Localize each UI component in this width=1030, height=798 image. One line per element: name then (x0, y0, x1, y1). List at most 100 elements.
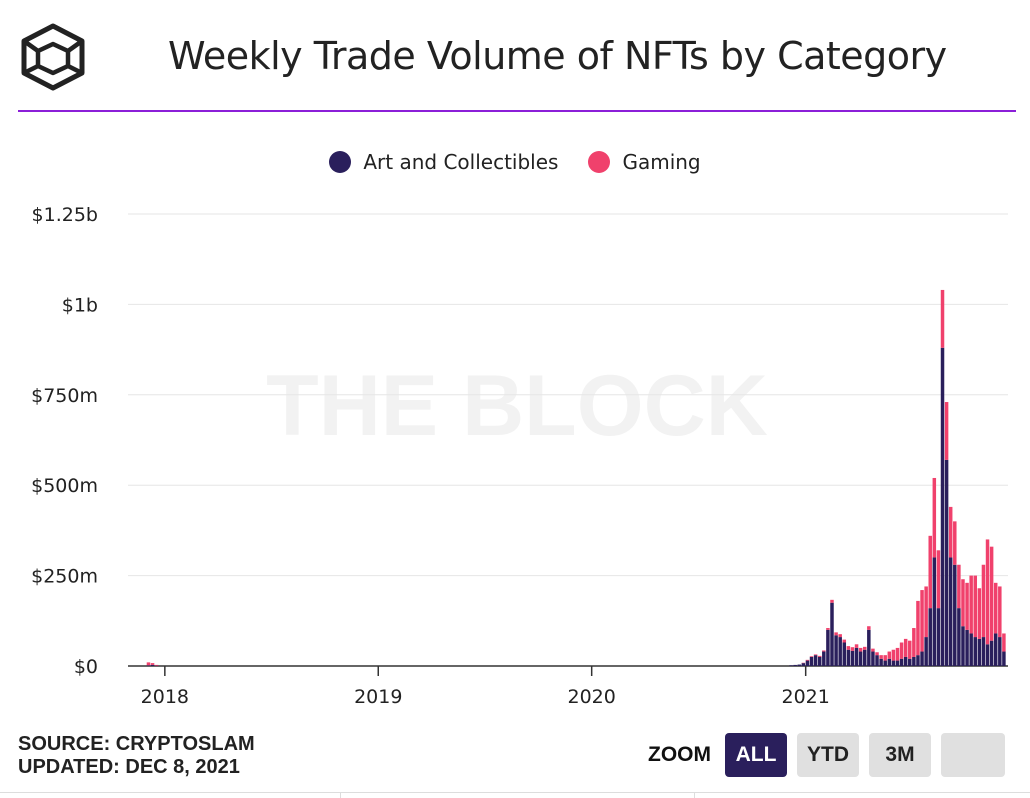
bar-art-and-collectibles[interactable] (944, 459, 949, 666)
bar-art-and-collectibles[interactable] (826, 629, 830, 666)
bar-art-and-collectibles[interactable] (805, 660, 810, 666)
bar-gaming[interactable] (993, 582, 998, 634)
bar-art-and-collectibles[interactable] (789, 665, 793, 666)
bar-art-and-collectibles[interactable] (150, 664, 155, 666)
bar-gaming[interactable] (150, 663, 155, 665)
bar-gaming[interactable] (961, 579, 965, 627)
bar-art-and-collectibles[interactable] (863, 649, 867, 666)
bar-gaming[interactable] (903, 638, 908, 657)
bar-art-and-collectibles[interactable] (854, 647, 859, 666)
bar-art-and-collectibles[interactable] (912, 656, 916, 666)
bar-gaming[interactable] (953, 521, 957, 565)
bar-gaming[interactable] (805, 659, 810, 661)
bar-gaming[interactable] (887, 651, 892, 659)
zoom-ytd-button[interactable]: YTD (797, 733, 859, 777)
bar-art-and-collectibles[interactable] (830, 602, 834, 666)
bar-art-and-collectibles[interactable] (981, 637, 986, 666)
legend-item-gaming[interactable]: Gaming (588, 150, 701, 174)
bar-gaming[interactable] (969, 575, 973, 634)
bar-art-and-collectibles[interactable] (867, 629, 871, 666)
bar-gaming[interactable] (854, 644, 859, 648)
bar-gaming[interactable] (1002, 633, 1006, 652)
bar-art-and-collectibles[interactable] (834, 635, 838, 666)
zoom-all-button[interactable]: ALL (725, 733, 787, 777)
bar-gaming[interactable] (822, 650, 826, 652)
bar-art-and-collectibles[interactable] (842, 642, 847, 667)
bar-art-and-collectibles[interactable] (846, 649, 851, 666)
bar-art-and-collectibles[interactable] (813, 655, 818, 666)
bar-gaming[interactable] (809, 656, 814, 657)
bar-gaming[interactable] (871, 648, 875, 652)
bar-gaming[interactable] (817, 655, 822, 657)
bar-gaming[interactable] (957, 564, 961, 609)
bar-art-and-collectibles[interactable] (908, 658, 912, 666)
bar-art-and-collectibles[interactable] (822, 651, 826, 666)
bar-gaming[interactable] (850, 647, 855, 651)
bar-gaming[interactable] (998, 586, 1002, 638)
bar-gaming[interactable] (858, 647, 863, 652)
bar-gaming[interactable] (830, 599, 834, 603)
bar-gaming[interactable] (920, 590, 924, 652)
bar-art-and-collectibles[interactable] (957, 608, 961, 666)
bar-art-and-collectibles[interactable] (891, 660, 896, 666)
bar-art-and-collectibles[interactable] (993, 633, 998, 666)
bar-art-and-collectibles[interactable] (961, 626, 965, 666)
zoom-3m-button[interactable]: 3M (869, 733, 931, 777)
bar-gaming[interactable] (863, 646, 867, 650)
bar-gaming[interactable] (146, 662, 151, 666)
bar-art-and-collectibles[interactable] (858, 651, 863, 666)
bar-gaming[interactable] (981, 564, 986, 638)
zoom-blank-button[interactable] (941, 733, 1005, 777)
bar-gaming[interactable] (912, 628, 916, 657)
bar-art-and-collectibles[interactable] (932, 557, 937, 666)
bar-art-and-collectibles[interactable] (875, 655, 879, 666)
bar-art-and-collectibles[interactable] (817, 656, 822, 666)
bar-art-and-collectibles[interactable] (838, 637, 842, 666)
bar-gaming[interactable] (899, 642, 904, 659)
bar-gaming[interactable] (989, 546, 994, 641)
bar-gaming[interactable] (948, 506, 953, 558)
bar-gaming[interactable] (842, 639, 847, 643)
bar-gaming[interactable] (834, 632, 838, 636)
bar-gaming[interactable] (908, 640, 912, 659)
bar-art-and-collectibles[interactable] (940, 347, 945, 666)
bar-gaming[interactable] (977, 588, 982, 639)
bar-gaming[interactable] (883, 655, 887, 661)
bar-art-and-collectibles[interactable] (920, 651, 924, 666)
bar-art-and-collectibles[interactable] (801, 663, 806, 666)
bar-art-and-collectibles[interactable] (146, 665, 151, 666)
bar-gaming[interactable] (932, 477, 937, 558)
bar-art-and-collectibles[interactable] (887, 658, 892, 666)
bar-gaming[interactable] (965, 582, 969, 630)
bar-gaming[interactable] (154, 664, 159, 666)
bar-art-and-collectibles[interactable] (879, 658, 883, 666)
bar-art-and-collectibles[interactable] (948, 557, 953, 666)
bar-art-and-collectibles[interactable] (809, 656, 814, 666)
bar-art-and-collectibles[interactable] (973, 637, 977, 666)
bar-gaming[interactable] (867, 626, 871, 630)
bar-gaming[interactable] (985, 539, 990, 645)
bar-art-and-collectibles[interactable] (1002, 651, 1006, 666)
bar-gaming[interactable] (826, 628, 830, 630)
bar-art-and-collectibles[interactable] (977, 638, 982, 666)
bar-gaming[interactable] (916, 600, 920, 656)
bar-art-and-collectibles[interactable] (928, 608, 932, 666)
bar-gaming[interactable] (875, 652, 879, 656)
bar-art-and-collectibles[interactable] (899, 658, 904, 666)
bar-art-and-collectibles[interactable] (936, 608, 941, 666)
bar-art-and-collectibles[interactable] (969, 633, 973, 666)
bar-gaming[interactable] (846, 646, 851, 650)
bar-art-and-collectibles[interactable] (998, 637, 1002, 666)
bar-art-and-collectibles[interactable] (895, 660, 900, 666)
bar-art-and-collectibles[interactable] (985, 644, 990, 666)
bar-gaming[interactable] (813, 654, 818, 656)
bar-gaming[interactable] (973, 575, 977, 638)
bar-art-and-collectibles[interactable] (850, 650, 855, 666)
bar-gaming[interactable] (838, 634, 842, 638)
bar-art-and-collectibles[interactable] (924, 637, 928, 666)
bar-gaming[interactable] (944, 402, 949, 460)
bar-gaming[interactable] (928, 535, 932, 609)
bar-gaming[interactable] (895, 647, 900, 661)
bar-art-and-collectibles[interactable] (965, 629, 969, 666)
bar-gaming[interactable] (924, 586, 928, 638)
